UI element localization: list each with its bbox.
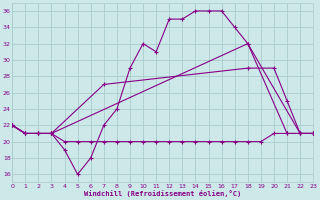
X-axis label: Windchill (Refroidissement éolien,°C): Windchill (Refroidissement éolien,°C) xyxy=(84,190,241,197)
